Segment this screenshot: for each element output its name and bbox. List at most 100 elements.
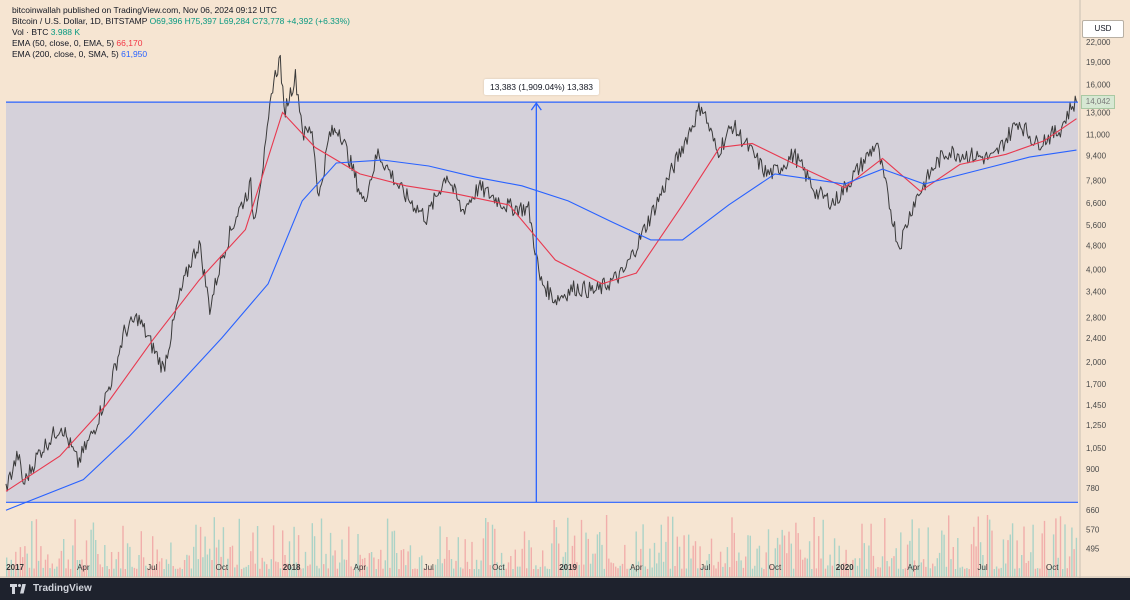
volume-bar bbox=[236, 564, 238, 577]
volume-bar bbox=[681, 568, 683, 577]
volume-bar bbox=[76, 560, 79, 577]
volume-bar bbox=[110, 552, 113, 577]
y-tick-label: 3,400 bbox=[1086, 287, 1107, 296]
volume-bar bbox=[747, 535, 749, 577]
volume-bar bbox=[202, 557, 204, 577]
volume-bar bbox=[594, 553, 596, 577]
volume-bar bbox=[560, 568, 562, 577]
volume-bar bbox=[633, 568, 635, 577]
volume-bar bbox=[393, 530, 396, 577]
volume-bar bbox=[640, 548, 642, 577]
volume-bar bbox=[587, 538, 589, 577]
y-tick-label: 4,800 bbox=[1086, 241, 1107, 250]
volume-bar bbox=[455, 560, 457, 577]
volume-bar bbox=[161, 558, 163, 577]
volume-bar bbox=[548, 569, 551, 577]
volume-bar bbox=[815, 568, 818, 577]
x-tick-label: 2018 bbox=[283, 563, 301, 572]
ema50-label[interactable]: EMA (50, close, 0, EMA, 5) bbox=[12, 38, 115, 48]
volume-bar bbox=[325, 553, 327, 577]
volume-bar bbox=[888, 566, 891, 577]
volume-bar bbox=[478, 569, 480, 577]
volume-bar bbox=[1052, 534, 1055, 577]
x-tick-label: Oct bbox=[216, 563, 229, 572]
volume-bar bbox=[124, 569, 126, 577]
volume-bar bbox=[1066, 568, 1068, 577]
volume-bar bbox=[503, 563, 505, 577]
volume-bar bbox=[240, 569, 243, 577]
volume-bar bbox=[74, 519, 76, 577]
volume-bar bbox=[136, 568, 138, 577]
volume-bar bbox=[58, 558, 60, 577]
volume-bar bbox=[672, 516, 674, 577]
volume-bar bbox=[263, 561, 266, 577]
volume-bar bbox=[10, 559, 12, 577]
volume-bar bbox=[943, 534, 945, 577]
volume-bar bbox=[348, 526, 350, 577]
symbol-name[interactable]: Bitcoin / U.S. Dollar, 1D, BITSTAMP bbox=[12, 16, 148, 26]
volume-bar bbox=[1039, 568, 1041, 577]
volume-bar bbox=[982, 555, 984, 577]
volume-bar bbox=[336, 568, 339, 577]
volume-bar bbox=[53, 568, 56, 577]
volume-bar bbox=[514, 549, 516, 577]
volume-bar bbox=[489, 565, 491, 577]
volume-bar bbox=[222, 527, 225, 577]
volume-bar bbox=[710, 538, 713, 577]
volume-bar bbox=[592, 553, 594, 577]
volume-bar bbox=[311, 523, 313, 577]
volume-bar bbox=[553, 520, 555, 577]
volume-bar bbox=[1059, 516, 1062, 577]
volume-bar bbox=[1050, 565, 1052, 577]
volume-bar bbox=[833, 538, 836, 577]
ema50-value: 66,170 bbox=[116, 38, 143, 48]
volume-bar bbox=[288, 541, 291, 577]
volume-bar bbox=[1009, 534, 1011, 577]
volume-bar bbox=[359, 554, 361, 577]
volume-bar bbox=[409, 545, 412, 577]
volume-bar bbox=[637, 561, 640, 577]
volume-bar bbox=[174, 568, 177, 577]
volume-bar bbox=[218, 539, 220, 577]
volume-bar bbox=[626, 568, 628, 577]
volume-bar bbox=[975, 546, 977, 577]
volume-bar bbox=[665, 541, 667, 577]
volume-bar bbox=[329, 532, 332, 577]
volume-bar bbox=[530, 547, 532, 577]
volume-bar bbox=[277, 562, 279, 577]
volume-bar bbox=[831, 565, 834, 577]
volume-bar bbox=[375, 569, 377, 577]
volume-bar bbox=[318, 568, 320, 577]
volume-bar bbox=[808, 541, 811, 577]
volume-bar bbox=[366, 566, 368, 577]
volume-bar bbox=[1014, 568, 1016, 577]
volume-bar bbox=[922, 559, 925, 577]
volume-bar bbox=[272, 525, 275, 577]
currency-button[interactable]: USD bbox=[1082, 20, 1124, 38]
volume-bar bbox=[535, 565, 537, 577]
chart-canvas[interactable]: 22,000 19,000 16,000 13,000 11,000 9,400 7,800… bbox=[0, 0, 1130, 578]
symbol-line: Bitcoin / U.S. Dollar, 1D, BITSTAMP O69,… bbox=[12, 16, 350, 27]
y-tick-label: 13,000 bbox=[1086, 108, 1111, 117]
volume-bar bbox=[355, 563, 357, 577]
volume-bar bbox=[505, 568, 507, 577]
ema200-label[interactable]: EMA (200, close, 0, SMA, 5) bbox=[12, 49, 119, 59]
volume-bar bbox=[699, 546, 701, 577]
volume-bar bbox=[872, 555, 875, 577]
volume-bar bbox=[1064, 524, 1066, 577]
volume-bar bbox=[188, 555, 190, 577]
volume-bar bbox=[920, 562, 922, 577]
x-tick-label: 2019 bbox=[559, 563, 577, 572]
volume-bar bbox=[1046, 565, 1048, 577]
volume-bar bbox=[26, 553, 28, 577]
volume-bar bbox=[1002, 539, 1005, 577]
volume-bar bbox=[97, 554, 99, 577]
tradingview-logo[interactable]: TradingView bbox=[10, 583, 92, 594]
volume-bar bbox=[428, 568, 430, 577]
volume-bar bbox=[464, 539, 466, 577]
volume-label[interactable]: Vol · BTC bbox=[12, 27, 49, 37]
volume-bar bbox=[1007, 540, 1009, 577]
volume-bar bbox=[745, 556, 747, 577]
volume-bar bbox=[631, 564, 633, 577]
volume-bar bbox=[259, 568, 261, 577]
